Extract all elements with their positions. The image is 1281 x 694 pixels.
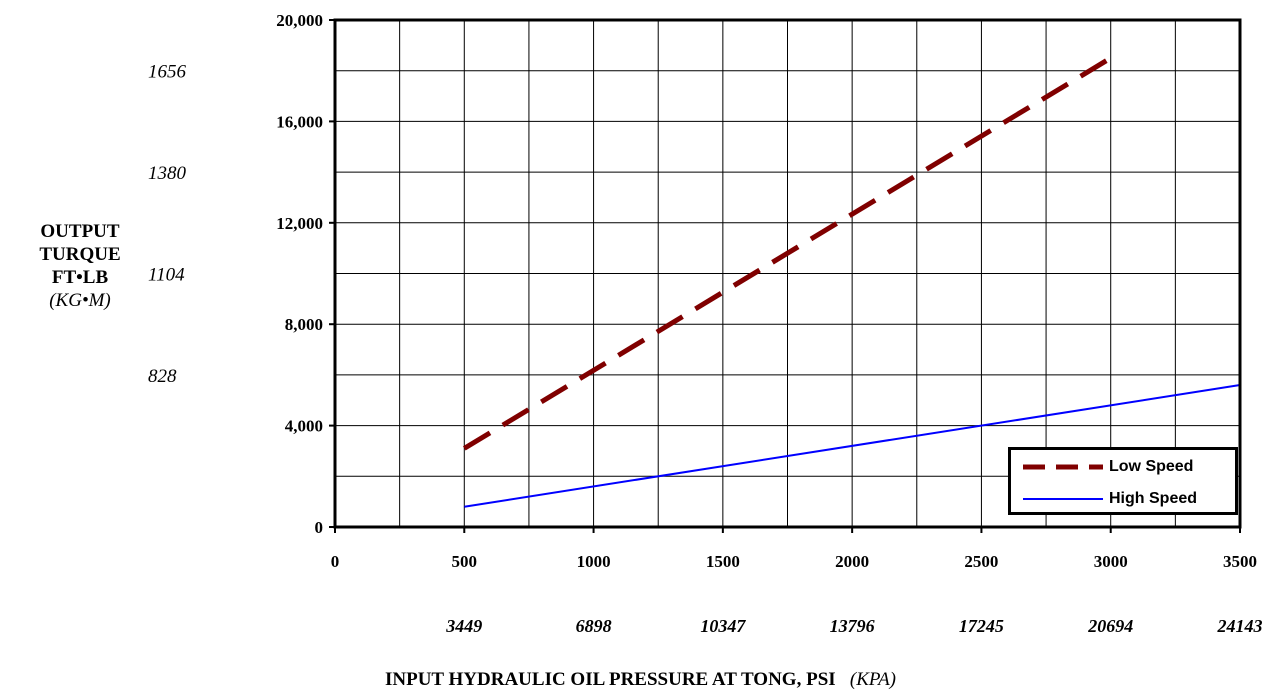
y-axis-title-line1: OUTPUT (40, 221, 120, 242)
series-layer (462, 55, 1241, 508)
legend-item-high-speed: High Speed (1021, 488, 1197, 510)
metric-x-label: 13796 (830, 616, 875, 636)
legend-swatch-high-speed (1023, 498, 1103, 500)
x-axis-title: INPUT HYDRAULIC OIL PRESSURE AT TONG, PS… (0, 669, 1281, 691)
y-axis-title-metric: (KG•M) (49, 290, 111, 311)
x-tick-label: 500 (452, 552, 478, 571)
x-tick-label: 1500 (706, 552, 740, 571)
y-axis-title-line3: FT•LB (51, 267, 109, 288)
y-axis-title: OUTPUT TURQUE FT•LB (KG•M) (20, 220, 140, 312)
x-tick-label: 3000 (1094, 552, 1128, 571)
x-tick-label: 2500 (964, 552, 998, 571)
metric-y-label: 1656 (148, 62, 187, 83)
y-tick-label: 8,000 (285, 315, 323, 334)
x-tick-label: 3500 (1223, 552, 1257, 571)
metric-x-label: 17245 (959, 616, 1004, 636)
x-tick-label: 2000 (835, 552, 869, 571)
metric-x-label: 10347 (700, 616, 746, 636)
metric-y-label: 828 (148, 366, 177, 387)
legend-label-low-speed: Low Speed (1109, 458, 1194, 475)
x-axis-title-metric: (KPA) (849, 669, 896, 690)
y-tick-label: 20,000 (276, 11, 323, 30)
x-tick-labels: 0 500 1000 1500 2000 2500 3000 3500 (331, 527, 1257, 571)
x-tick-label: 0 (331, 552, 340, 571)
y-tick-label: 0 (315, 518, 324, 537)
metric-x-label: 3449 (445, 616, 482, 636)
metric-x-label: 20694 (1087, 616, 1133, 636)
metric-x-label: 6898 (576, 616, 612, 636)
legend: Low Speed High Speed (1008, 447, 1238, 515)
y-axis-title-line2: TURQUE (39, 244, 121, 265)
x-axis-title-main: INPUT HYDRAULIC OIL PRESSURE AT TONG, PS… (384, 669, 836, 690)
series-line-high-speed (464, 384, 1241, 508)
legend-swatch-low-speed (1023, 464, 1103, 470)
y-tick-label: 16,000 (276, 112, 323, 131)
metric-y-label: 1380 (148, 163, 187, 184)
metric-y-labels: 1656 1380 1104 828 (148, 62, 187, 387)
y-tick-labels: 0 4,000 8,000 12,000 16,000 20,000 (276, 11, 335, 537)
legend-item-low-speed: Low Speed (1021, 456, 1193, 478)
metric-x-labels: 3449 6898 10347 13796 17245 20694 24143 (445, 616, 1262, 636)
x-tick-label: 1000 (577, 552, 611, 571)
series-line-low-speed (462, 55, 1113, 451)
legend-label-high-speed: High Speed (1109, 490, 1198, 507)
metric-y-label: 1104 (148, 265, 185, 286)
y-tick-label: 12,000 (276, 214, 323, 233)
plot-frame (333, 18, 1242, 529)
y-tick-label: 4,000 (285, 417, 323, 436)
metric-x-label: 24143 (1217, 616, 1263, 636)
